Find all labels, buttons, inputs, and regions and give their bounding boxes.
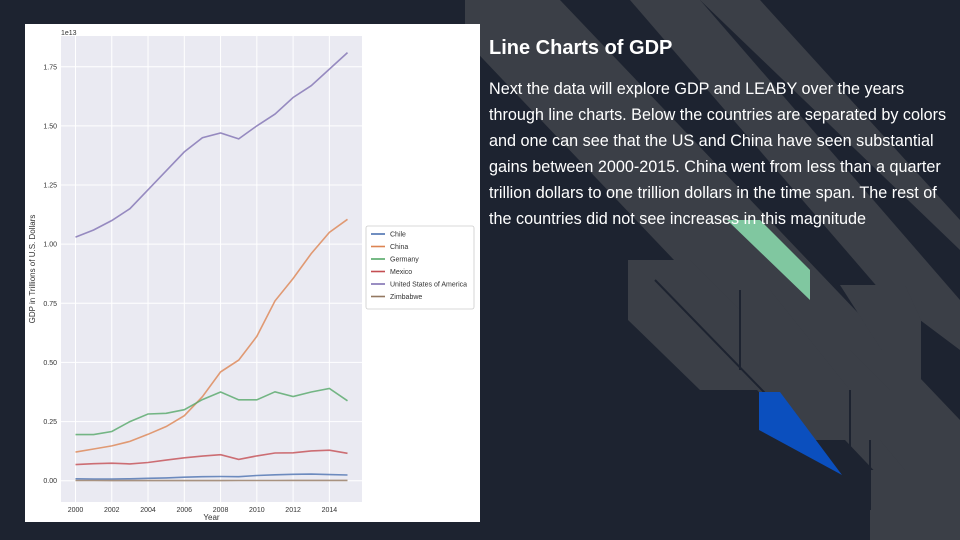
y-axis-ticks: 0.00 0.25 0.50 0.75 1.00 1.25 1.50 1.75 (43, 64, 57, 485)
y-tick-label: 1.00 (43, 242, 57, 249)
y-tick-label: 0.25 (43, 419, 57, 426)
legend-label: Zimbabwe (390, 294, 422, 301)
legend-label: Mexico (390, 269, 412, 276)
x-tick-label: 2008 (213, 507, 229, 514)
y-tick-label: 0.75 (43, 301, 57, 308)
legend-box (365, 225, 475, 310)
x-tick-label: 2004 (140, 507, 156, 514)
legend-label: Germany (390, 257, 419, 264)
series-line-mexico (75, 449, 348, 466)
y-tick-label: 1.50 (43, 123, 57, 130)
x-axis-label: Year (203, 513, 220, 522)
x-tick-label: 2014 (322, 507, 338, 514)
chart-panel: 1e13 2000 2002 2004 2006 2008 2010 2012 2014 0.… (25, 24, 480, 522)
slide-body-text: Next the data will explore GDP and LEABY… (489, 80, 947, 229)
slide-title: Line Charts of GDP (489, 37, 673, 59)
y-tick-label: 1.25 (43, 183, 57, 190)
x-axis-ticks: 2000 2002 2004 2006 2008 2010 2012 2014 (68, 507, 338, 514)
grid (61, 36, 362, 502)
y-axis-label: GDP in Trillions of U.S. Dollars (28, 215, 37, 324)
legend-label: China (390, 244, 408, 251)
legend-label: United States of America (390, 282, 467, 289)
legend: Chile China Germany Mexico United States of … (365, 225, 475, 310)
series-line-united-states-of-america (75, 52, 349, 238)
y-tick-label: 0.50 (43, 360, 57, 367)
gdp-line-chart: 1e13 2000 2002 2004 2006 2008 2010 2012 2014 0.… (28, 30, 475, 522)
y-tick-label: 0.00 (43, 478, 57, 485)
series-line-china (75, 218, 348, 453)
x-tick-label: 2012 (285, 507, 301, 514)
plot-area (61, 36, 362, 502)
legend-label: Chile (390, 232, 406, 239)
x-tick-label: 2010 (249, 507, 265, 514)
series-line-chile (75, 473, 348, 480)
x-tick-label: 2000 (68, 507, 84, 514)
series-line-germany (75, 387, 348, 436)
x-tick-label: 2006 (177, 507, 193, 514)
offset-label: 1e13 (61, 30, 77, 37)
x-tick-label: 2002 (104, 507, 120, 514)
series-lines (75, 52, 349, 482)
y-tick-label: 1.75 (43, 64, 57, 71)
